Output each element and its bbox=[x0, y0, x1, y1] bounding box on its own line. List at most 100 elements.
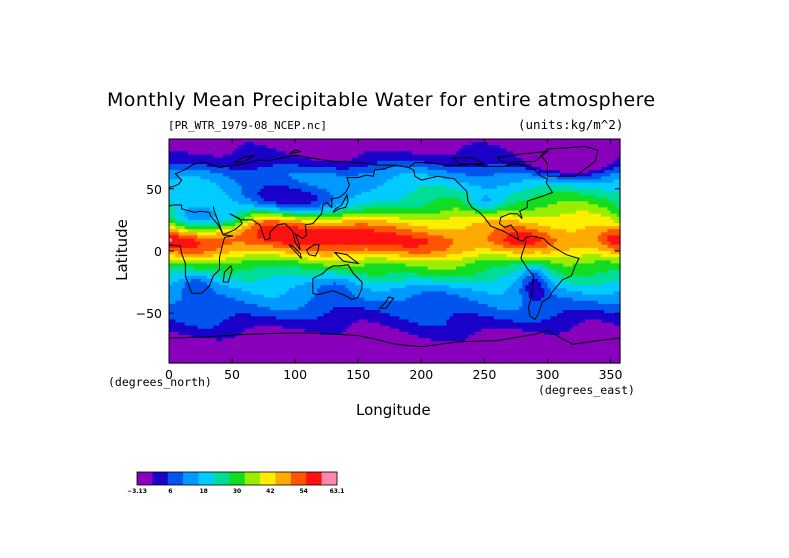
heatmap-cell bbox=[210, 157, 214, 162]
heatmap-cell bbox=[377, 160, 381, 165]
heatmap-cell bbox=[222, 179, 227, 184]
heatmap-cell bbox=[607, 139, 612, 143]
heatmap-cell bbox=[396, 139, 400, 143]
heatmap-cell bbox=[538, 170, 542, 174]
heatmap-cell bbox=[314, 173, 318, 177]
heatmap-cell bbox=[503, 145, 508, 149]
heatmap-cell bbox=[169, 179, 173, 184]
heatmap-cell bbox=[541, 145, 545, 149]
heatmap-cell bbox=[506, 173, 511, 177]
heatmap-cell bbox=[424, 201, 429, 205]
heatmap-cell bbox=[604, 142, 608, 146]
heatmap-cell bbox=[389, 160, 394, 165]
heatmap-cell bbox=[358, 213, 362, 218]
heatmap-cell bbox=[424, 176, 429, 181]
heatmap-cell bbox=[474, 167, 479, 171]
heatmap-cell bbox=[307, 191, 312, 196]
heatmap-cell bbox=[276, 207, 280, 212]
heatmap-cell bbox=[474, 173, 479, 177]
heatmap-cell bbox=[333, 163, 337, 168]
heatmap-cell bbox=[213, 145, 217, 149]
heatmap-cell bbox=[269, 145, 274, 149]
heatmap-cell bbox=[534, 176, 539, 181]
heatmap-cell bbox=[585, 223, 590, 227]
heatmap-cell bbox=[367, 173, 372, 177]
heatmap-cell bbox=[402, 198, 407, 202]
heatmap-cell bbox=[528, 204, 533, 209]
heatmap-cell bbox=[225, 226, 230, 230]
heatmap-cell bbox=[355, 204, 359, 209]
heatmap-cell bbox=[607, 142, 612, 146]
heatmap-cell bbox=[553, 210, 558, 215]
heatmap-cell bbox=[285, 182, 290, 187]
heatmap-cell bbox=[528, 223, 533, 227]
heatmap-cell bbox=[197, 160, 202, 165]
heatmap-cell bbox=[184, 204, 189, 209]
heatmap-cell bbox=[269, 244, 274, 249]
heatmap-cell bbox=[456, 223, 460, 227]
heatmap-cell bbox=[251, 139, 255, 143]
heatmap-cell bbox=[232, 216, 236, 221]
heatmap-cell bbox=[525, 238, 530, 243]
heatmap-cell bbox=[443, 154, 448, 159]
heatmap-cell bbox=[487, 216, 492, 221]
heatmap-cell bbox=[235, 244, 239, 249]
heatmap-cell bbox=[295, 244, 299, 249]
heatmap-cell bbox=[187, 238, 192, 243]
heatmap-cell bbox=[169, 182, 173, 187]
heatmap-cell bbox=[380, 201, 385, 205]
heatmap-cell bbox=[610, 223, 615, 227]
heatmap-cell bbox=[377, 195, 381, 199]
heatmap-cell bbox=[512, 176, 517, 181]
heatmap-cell bbox=[519, 232, 523, 237]
heatmap-cell bbox=[219, 201, 224, 205]
heatmap-cell bbox=[339, 216, 344, 221]
heatmap-cell bbox=[560, 198, 564, 202]
heatmap-cell bbox=[408, 182, 413, 187]
heatmap-cell bbox=[493, 223, 498, 227]
heatmap-cell bbox=[497, 235, 501, 240]
heatmap-cell bbox=[194, 148, 198, 153]
heatmap-cell bbox=[474, 179, 479, 184]
heatmap-cell bbox=[506, 238, 511, 243]
heatmap-cell bbox=[342, 179, 347, 184]
heatmap-cell bbox=[282, 163, 287, 168]
heatmap-cell bbox=[534, 229, 539, 233]
heatmap-cell bbox=[178, 142, 183, 146]
heatmap-cell bbox=[585, 204, 590, 209]
heatmap-cell bbox=[487, 191, 492, 196]
heatmap-cell bbox=[228, 154, 233, 159]
heatmap-cell bbox=[273, 151, 277, 156]
heatmap-cell bbox=[541, 238, 545, 243]
heatmap-cell bbox=[579, 235, 583, 240]
heatmap-cell bbox=[465, 219, 470, 224]
heatmap-cell bbox=[405, 142, 410, 146]
heatmap-cell bbox=[348, 195, 353, 199]
heatmap-cell bbox=[203, 176, 208, 181]
heatmap-cell bbox=[219, 226, 224, 230]
heatmap-cell bbox=[314, 160, 318, 165]
heatmap-cell bbox=[525, 154, 530, 159]
heatmap-cell bbox=[228, 176, 233, 181]
heatmap-cell bbox=[241, 226, 246, 230]
heatmap-cell bbox=[484, 188, 489, 193]
heatmap-cell bbox=[515, 198, 520, 202]
heatmap-cell bbox=[197, 198, 202, 202]
heatmap-cell bbox=[459, 145, 463, 149]
heatmap-cell bbox=[320, 182, 325, 187]
heatmap-cell bbox=[244, 145, 249, 149]
heatmap-cell bbox=[187, 145, 192, 149]
heatmap-cell bbox=[490, 163, 495, 168]
heatmap-cell bbox=[251, 142, 255, 146]
heatmap-cell bbox=[418, 139, 422, 143]
heatmap-cell bbox=[597, 201, 602, 205]
heatmap-cell bbox=[333, 185, 337, 190]
heatmap-cell bbox=[415, 229, 419, 233]
heatmap-cell bbox=[228, 173, 233, 177]
heatmap-cell bbox=[522, 154, 526, 159]
heatmap-cell bbox=[386, 210, 391, 215]
heatmap-cell bbox=[515, 173, 520, 177]
heatmap-cell bbox=[276, 195, 280, 199]
heatmap-cell bbox=[538, 238, 542, 243]
heatmap-cell bbox=[310, 142, 315, 146]
